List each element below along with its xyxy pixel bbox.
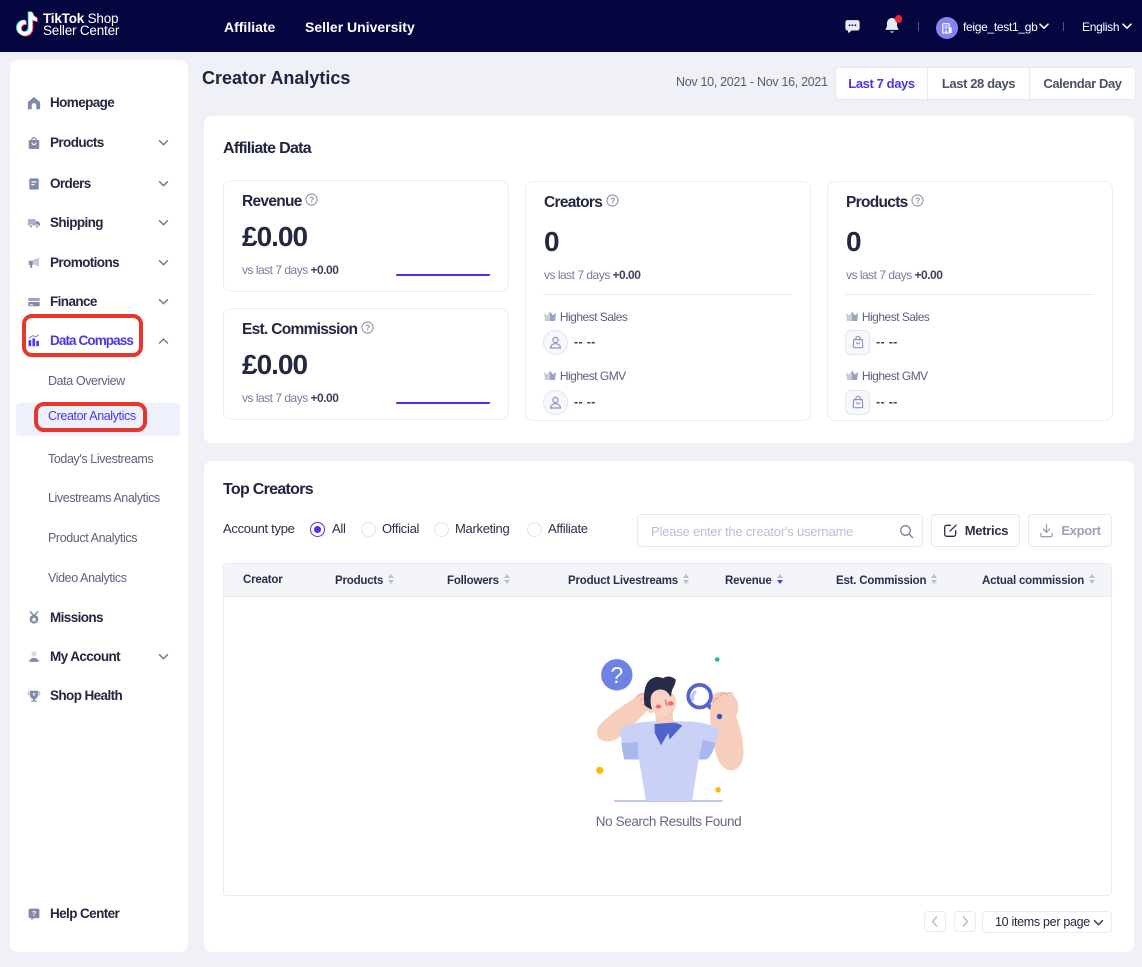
- svg-text:?: ?: [32, 911, 36, 918]
- svg-text:?: ?: [916, 196, 921, 205]
- svg-text:?: ?: [610, 196, 615, 205]
- svg-text:?: ?: [365, 323, 370, 332]
- svg-text:?: ?: [610, 662, 623, 688]
- svg-text:?: ?: [310, 195, 315, 204]
